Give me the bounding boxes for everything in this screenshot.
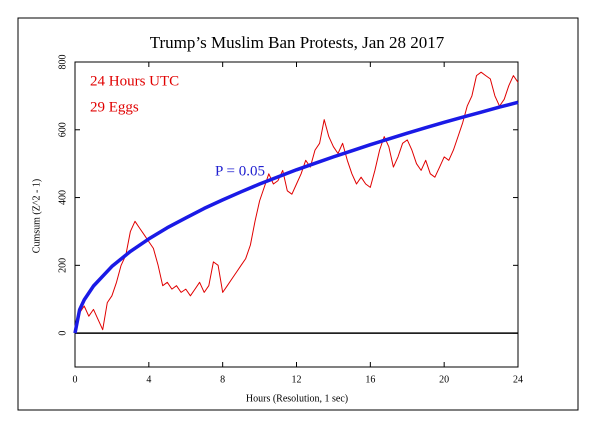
y-axis-label: Cumsum (Z^2 - 1) [31, 179, 42, 253]
annotation: 29 Eggs [90, 99, 139, 115]
series-line [73, 100, 519, 334]
x-tick-label: 12 [292, 374, 302, 385]
x-tick-label: 0 [73, 374, 78, 385]
x-axis-label: Hours (Resolution, 1 sec) [246, 393, 348, 404]
outer-border [17, 17, 579, 411]
x-tick-label: 16 [365, 374, 375, 385]
x-tick-label: 24 [513, 374, 523, 385]
series-line [74, 71, 519, 331]
x-tick-label: 20 [439, 374, 449, 385]
y-tick-label: 0 [57, 331, 68, 336]
y-tick-label: 200 [57, 258, 68, 273]
chart-title: Trump’s Muslim Ban Protests, Jan 28 2017 [150, 33, 445, 52]
x-tick-label: 8 [220, 374, 225, 385]
annotation: 24 Hours UTC [90, 73, 179, 89]
y-tick-label: 800 [57, 55, 68, 70]
annotation: P = 0.05 [215, 163, 265, 179]
y-tick-label: 600 [57, 122, 68, 137]
y-tick-label: 400 [57, 190, 68, 205]
plot-frame [74, 61, 519, 368]
x-tick-label: 4 [146, 374, 151, 385]
